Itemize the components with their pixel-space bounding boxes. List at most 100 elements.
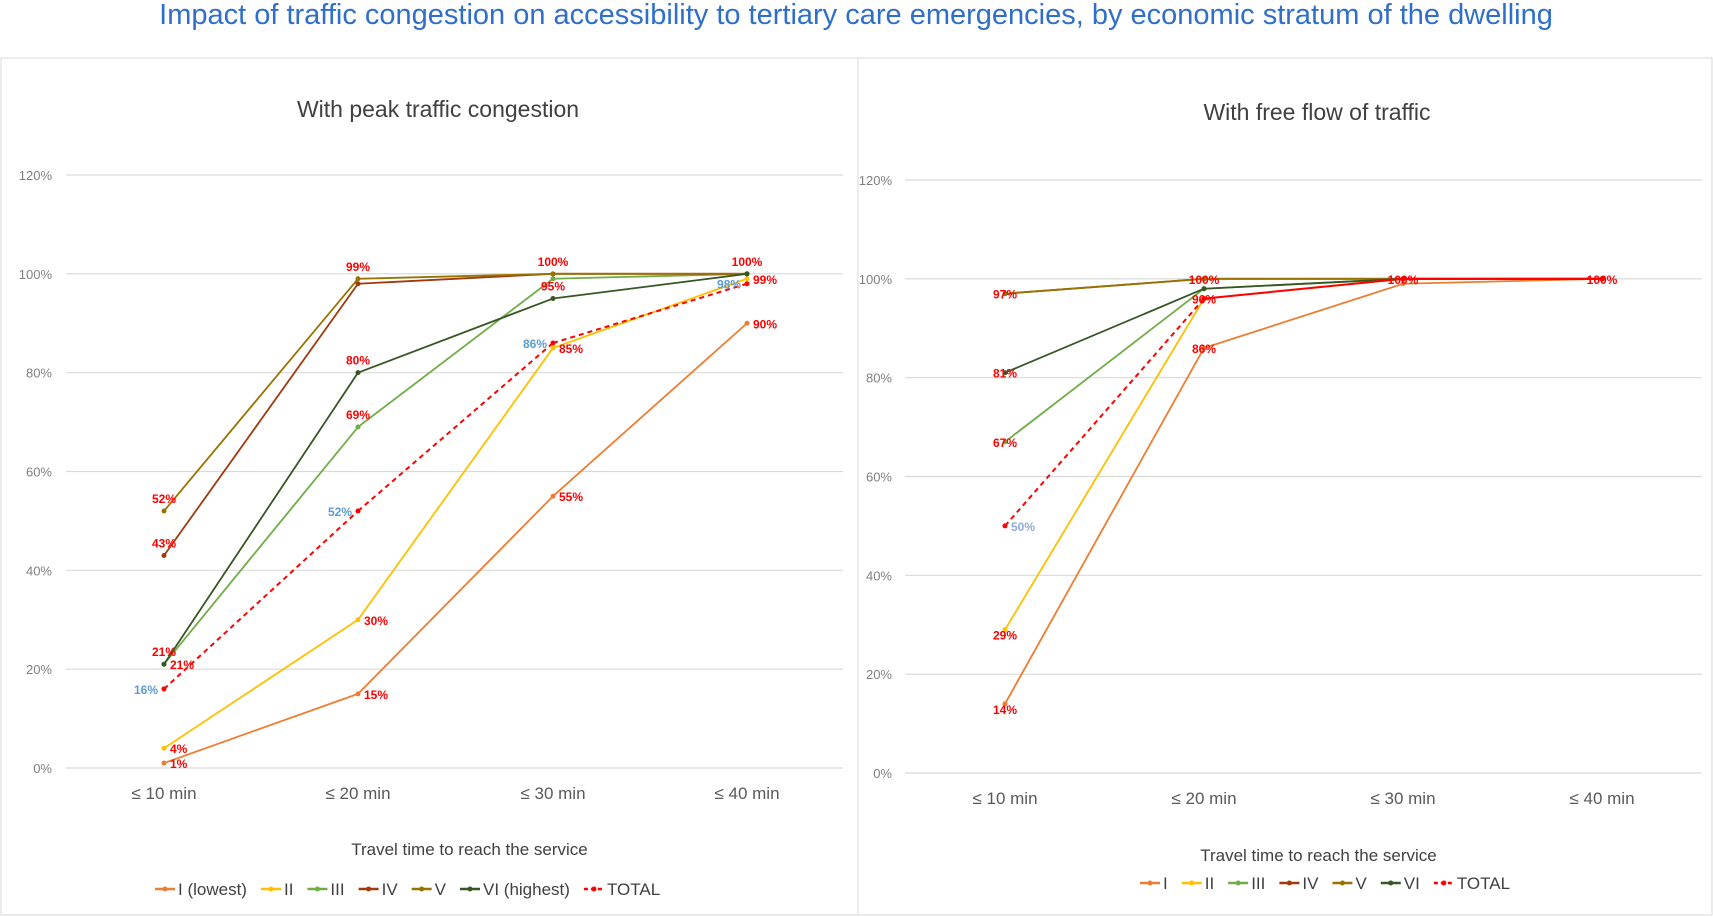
data-point	[1201, 296, 1207, 302]
legend-label: III	[330, 880, 344, 899]
figure-title: Impact of traffic congestion on accessib…	[159, 0, 1553, 31]
legend-label: V	[435, 880, 447, 899]
x-tick-label: ≤ 40 min	[714, 784, 779, 803]
series-line-segment	[357, 297, 554, 374]
data-point	[1002, 291, 1008, 297]
data-point	[1002, 627, 1008, 633]
legend-label: VI (highest)	[483, 880, 570, 899]
chart-2: With free flow of traffic 0% 20% 40% 60% 80% 1…	[859, 99, 1702, 893]
legend-marker	[1147, 880, 1153, 886]
legend-item: IV	[1279, 874, 1319, 893]
legend-marker	[1286, 880, 1292, 886]
data-point	[161, 553, 167, 559]
legend-label: TOTAL	[607, 880, 660, 899]
data-point	[161, 686, 167, 692]
y-tick-label: 120%	[859, 173, 893, 188]
series-v: 52% 99% 100% 100%	[152, 255, 763, 514]
data-label: 95%	[541, 280, 565, 294]
series-line-segment	[163, 426, 359, 665]
data-label: 80%	[346, 354, 370, 368]
legend-item: IV	[358, 880, 398, 899]
series-vi-highest-: 21% 80% 95%	[152, 271, 750, 667]
y-tick-label: 20%	[26, 662, 52, 677]
series-line-segment	[357, 278, 554, 428]
legend-label: IV	[1302, 874, 1319, 893]
data-label: 69%	[346, 408, 370, 422]
data-label: 100%	[1587, 273, 1618, 287]
series-line-segment	[357, 495, 554, 695]
data-point	[161, 760, 167, 766]
y-tick-label: 80%	[26, 366, 52, 381]
series-line-segment	[163, 510, 359, 690]
legend-marker	[162, 886, 168, 892]
legend-label: V	[1355, 874, 1367, 893]
data-point	[161, 508, 167, 514]
data-point	[744, 320, 750, 326]
data-label: 99%	[346, 260, 370, 274]
legend-item: TOTAL	[583, 880, 660, 899]
x-tick-label: ≤ 40 min	[1569, 789, 1634, 808]
data-point	[1002, 523, 1008, 529]
series-line-segment	[163, 618, 359, 749]
data-label: 100%	[1189, 273, 1220, 287]
data-point	[355, 424, 361, 430]
legend-label: I (lowest)	[178, 880, 247, 899]
data-point	[1201, 345, 1207, 351]
data-label: 99%	[753, 273, 777, 287]
data-point	[355, 691, 361, 697]
legend-marker	[1189, 880, 1195, 886]
series-line-segment	[357, 347, 554, 621]
series-line-segment	[1004, 288, 1205, 443]
legend-item: V	[1332, 874, 1367, 893]
data-label: 90%	[753, 317, 777, 331]
series-line-segment	[163, 372, 359, 665]
data-point	[1400, 281, 1406, 287]
series-total: 50% 96% 100% 100%	[1002, 273, 1618, 534]
legend-marker	[1441, 880, 1447, 886]
data-point	[744, 271, 750, 277]
data-label: 100%	[732, 255, 763, 269]
x-tick-label: ≤ 30 min	[1370, 789, 1435, 808]
x-tick-label: ≤ 10 min	[972, 789, 1037, 808]
legend-marker	[268, 886, 274, 892]
chart-1: With peak traffic congestion 0% 20% 40% 60% 8…	[19, 96, 843, 899]
x-tick-label: ≤ 30 min	[520, 784, 585, 803]
legend-marker	[314, 886, 320, 892]
data-point	[550, 340, 556, 346]
data-label: 67%	[993, 436, 1017, 450]
legend-label: II	[284, 880, 293, 899]
legend-label: VI	[1404, 874, 1420, 893]
data-label: 55%	[559, 490, 583, 504]
data-point	[161, 661, 167, 667]
data-point	[1400, 276, 1406, 282]
y-tick-label: 0%	[33, 761, 52, 776]
data-point	[550, 271, 556, 277]
legend-marker	[1235, 880, 1241, 886]
y-tick-label: 120%	[19, 168, 53, 183]
series-line-segment	[1203, 282, 1404, 349]
legend-item: VI	[1380, 874, 1420, 893]
series-line-segment	[163, 693, 359, 764]
x-axis-label: Travel time to reach the service	[1200, 846, 1437, 865]
series-iv: 43%	[152, 271, 750, 559]
legend-item: II	[1181, 874, 1214, 893]
data-label: 81%	[993, 367, 1017, 381]
series-line-segment	[163, 278, 359, 512]
series-line-segment	[1004, 297, 1205, 527]
data-point	[355, 281, 361, 287]
data-label: 98%	[717, 278, 741, 292]
data-label: 14%	[993, 703, 1017, 717]
data-point	[355, 508, 361, 514]
series-vi: 81%	[993, 276, 1605, 381]
data-point	[1002, 370, 1008, 376]
data-label: 97%	[993, 288, 1017, 302]
series-total: 16% 52% 86% 98%	[134, 278, 750, 697]
legend-item: II	[260, 880, 293, 899]
series-line-segment	[1004, 298, 1205, 631]
series-i-lowest-: 1% 15% 55% 90%	[161, 317, 777, 771]
data-label: 43%	[152, 537, 176, 551]
data-label: 21%	[152, 645, 176, 659]
legend-label: III	[1251, 874, 1265, 893]
data-label: 86%	[1192, 342, 1216, 356]
legend-marker	[591, 886, 597, 892]
